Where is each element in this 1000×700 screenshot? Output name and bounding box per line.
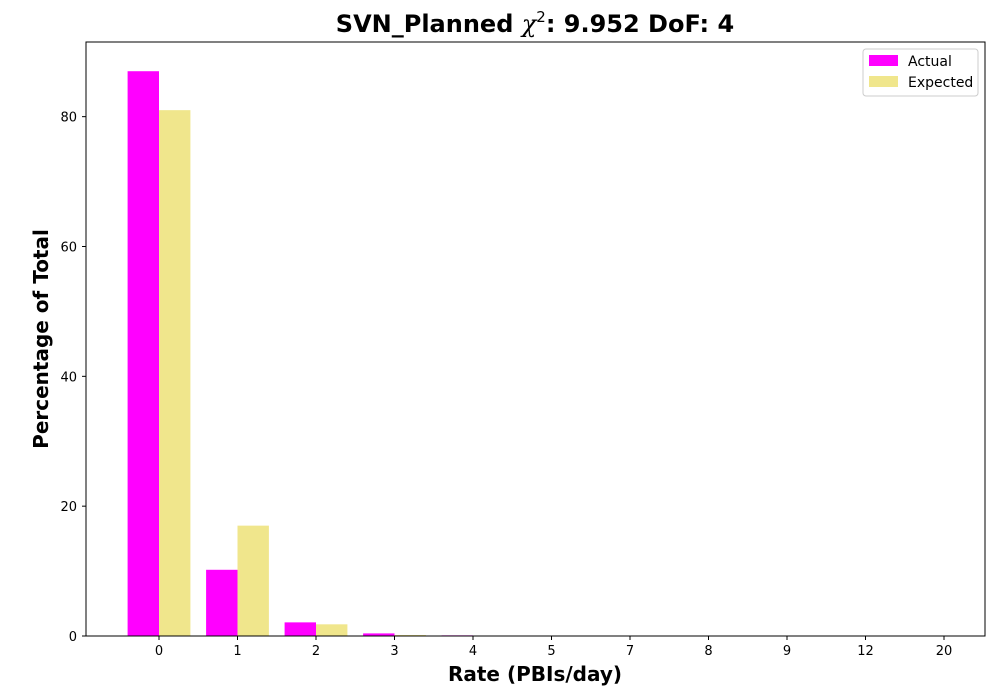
bar-expected-1: [237, 525, 269, 636]
x-tick-label: 9: [783, 644, 791, 659]
bar-expected-0: [159, 110, 191, 636]
x-tick-label: 7: [626, 644, 634, 659]
x-tick-label: 1: [233, 644, 241, 659]
x-tick-label: 3: [390, 644, 398, 659]
y-tick-label: 40: [60, 370, 77, 385]
y-tick-label: 0: [69, 630, 77, 645]
y-ticks-group: 0 20 40 60 80: [60, 111, 86, 645]
x-tick-label: 4: [469, 644, 477, 659]
bar-actual-0: [127, 71, 159, 636]
plot-frame: [85, 41, 986, 637]
bar-actual-2: [284, 622, 316, 636]
bars-group: [127, 71, 505, 636]
legend-label-expected: Expected: [908, 75, 973, 91]
legend-swatch-actual: [869, 55, 898, 66]
x-axis-label: Rate (PBIs/day): [448, 662, 622, 686]
legend: Actual Expected: [862, 48, 979, 97]
x-ticks-group: 0 1 2 3 4 5 7 8 9 12 20: [155, 636, 952, 659]
x-tick-label: 8: [704, 644, 712, 659]
x-tick-label: 20: [936, 644, 953, 659]
bar-actual-3: [363, 633, 395, 636]
y-tick-label: 60: [60, 240, 77, 255]
chart-title: SVN_Planned χ2: 9.952 DoF: 4: [336, 8, 734, 38]
y-tick-label: 20: [60, 500, 77, 515]
y-tick-label: 80: [60, 111, 77, 126]
legend-label-actual: Actual: [908, 54, 952, 70]
x-tick-label: 2: [312, 644, 320, 659]
bar-expected-2: [316, 624, 348, 636]
x-tick-label: 0: [155, 644, 163, 659]
legend-swatch-expected: [869, 76, 898, 87]
y-axis-label: Percentage of Total: [29, 229, 53, 449]
x-tick-label: 12: [857, 644, 874, 659]
bar-actual-1: [206, 569, 238, 636]
x-tick-label: 5: [547, 644, 555, 659]
